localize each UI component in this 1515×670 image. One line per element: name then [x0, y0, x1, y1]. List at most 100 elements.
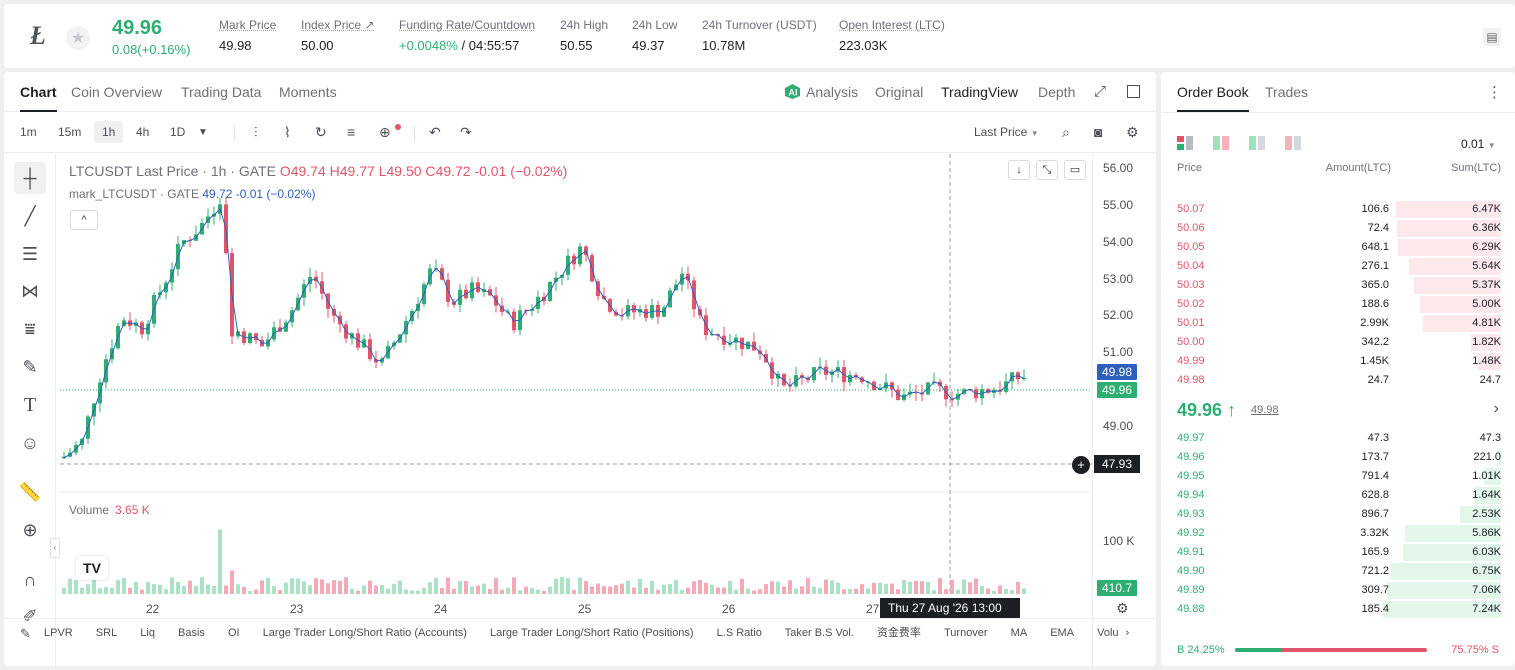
indicators-icon[interactable]: ⌇: [284, 124, 291, 140]
indicator-item[interactable]: 资金费率: [876, 627, 921, 639]
indicator-item[interactable]: L.S Ratio: [716, 627, 762, 639]
tab-chart[interactable]: Chart: [20, 84, 57, 112]
indicator-item[interactable]: EMA: [1050, 627, 1075, 639]
bid-row[interactable]: 49.88 185.4 7.24K: [1161, 600, 1515, 619]
fib-icon[interactable]: ⩸: [24, 318, 36, 339]
tab-trades[interactable]: Trades: [1265, 84, 1309, 100]
bid-row[interactable]: 49.94 628.8 1.64K: [1161, 486, 1515, 505]
indicator-item[interactable]: Taker B.S Vol.: [784, 627, 854, 639]
chevron-right-icon[interactable]: ›: [1493, 400, 1499, 417]
bid-row[interactable]: 49.89 309.7 7.06K: [1161, 581, 1515, 600]
add-alert-icon[interactable]: +: [1072, 456, 1090, 474]
volume-bar: [110, 587, 114, 594]
horizontal-lines-icon[interactable]: ☰: [21, 243, 39, 264]
tradingview-logo[interactable]: TV: [76, 556, 108, 580]
precision-select[interactable]: 0.01 ▼: [1461, 137, 1496, 151]
expand-icon[interactable]: ⤢: [1094, 83, 1107, 100]
ask-row[interactable]: 50.02 188.6 5.00K: [1161, 295, 1515, 314]
volume-bar: [488, 589, 492, 594]
volume-bar: [236, 584, 240, 594]
crosshair-icon[interactable]: ┼: [14, 162, 46, 194]
replay-icon[interactable]: ↻: [315, 124, 327, 140]
add-indicator-icon[interactable]: ⊕: [379, 124, 391, 140]
view-tradingview[interactable]: TradingView: [941, 84, 1019, 100]
indicator-item[interactable]: SRL: [95, 627, 118, 639]
pencil-lock-icon[interactable]: ✐: [22, 605, 38, 626]
timeframe-1d[interactable]: 1D: [170, 125, 186, 139]
axis-settings-icon[interactable]: ⚙: [1116, 600, 1129, 616]
guide-book-icon[interactable]: ▤: [1483, 28, 1501, 46]
ask-row[interactable]: 50.07 106.6 6.47K: [1161, 200, 1515, 219]
ask-row[interactable]: 50.04 276.1 5.64K: [1161, 257, 1515, 276]
zoom-in-icon[interactable]: ⊕: [22, 519, 38, 540]
undo-icon[interactable]: ↶: [429, 124, 441, 140]
ask-row[interactable]: 50.05 648.1 6.29K: [1161, 238, 1515, 257]
price-axis[interactable]: 56.00 55.00 54.00 53.00 52.00 51.00 49.0…: [1092, 154, 1156, 666]
magnet-icon[interactable]: ∩: [23, 569, 37, 590]
view-depth[interactable]: Depth: [1038, 84, 1076, 100]
view-original[interactable]: Original: [875, 84, 924, 100]
timeframe-dropdown-icon[interactable]: ▼: [198, 127, 208, 138]
bid-row[interactable]: 49.96 173.7 221.0: [1161, 448, 1515, 467]
tab-moments[interactable]: Moments: [279, 84, 337, 100]
candlestick-plot[interactable]: [60, 154, 1092, 594]
indicator-item[interactable]: Basis: [178, 627, 205, 639]
search-icon[interactable]: ⌕: [1062, 124, 1070, 140]
indicator-item[interactable]: Large Trader Long/Short Ratio (Positions…: [489, 627, 694, 639]
candle-type-icon[interactable]: ⫶: [254, 124, 258, 140]
book-view-toggles[interactable]: [1177, 135, 1317, 151]
tab-coin-overview[interactable]: Coin Overview: [71, 84, 163, 100]
collapse-tools-icon[interactable]: ‹: [50, 538, 60, 558]
ruler-icon[interactable]: 📏: [18, 481, 42, 502]
templates-icon[interactable]: ≡: [347, 124, 356, 140]
stat-index-price[interactable]: Index Price ↗ 50.00: [301, 18, 374, 53]
smiley-icon[interactable]: ☺: [20, 432, 40, 453]
favorite-star-icon[interactable]: ★: [66, 26, 90, 50]
redo-icon[interactable]: ↷: [460, 124, 472, 140]
bid-row[interactable]: 49.91 165.9 6.03K: [1161, 543, 1515, 562]
brush-icon[interactable]: ✎: [22, 356, 38, 377]
volume-bar: [212, 585, 216, 594]
maximize-pane-icon[interactable]: ▭: [1064, 160, 1086, 180]
bid-row[interactable]: 49.90 721.2 6.75K: [1161, 562, 1515, 581]
bid-row[interactable]: 49.93 896.7 2.53K: [1161, 505, 1515, 524]
tab-order-book[interactable]: Order Book: [1177, 84, 1249, 112]
scroll-down-icon[interactable]: ↓: [1008, 160, 1030, 180]
indicator-item[interactable]: Turnover: [943, 627, 988, 639]
indicator-item[interactable]: Volu: [1097, 627, 1119, 639]
indicator-item[interactable]: Large Trader Long/Short Ratio (Accounts): [262, 627, 467, 639]
trend-line-icon[interactable]: ╱: [24, 205, 36, 226]
collapse-pane-icon[interactable]: ⤡: [1036, 160, 1058, 180]
ask-row[interactable]: 50.03 365.0 5.37K: [1161, 276, 1515, 295]
timeframe-1h[interactable]: 1h: [94, 121, 124, 143]
indicator-item[interactable]: OI: [228, 627, 240, 639]
chevron-right-icon[interactable]: ›: [1125, 627, 1130, 639]
gear-icon[interactable]: ⚙: [1126, 124, 1139, 140]
pencil-icon[interactable]: ✎: [20, 626, 31, 641]
ask-row[interactable]: 50.06 72.4 6.36K: [1161, 219, 1515, 238]
ask-row[interactable]: 49.98 24.7 24.7: [1161, 371, 1515, 390]
volume-bar: [272, 585, 276, 594]
indicator-item[interactable]: LPVR: [44, 627, 73, 639]
timeframe-1m[interactable]: 1m: [20, 125, 37, 139]
ask-row[interactable]: 50.01 2.99K 4.81K: [1161, 314, 1515, 333]
tab-trading-data[interactable]: Trading Data: [181, 84, 262, 100]
timeframe-15m[interactable]: 15m: [58, 125, 82, 139]
view-analysis[interactable]: Analysis: [806, 84, 859, 100]
price-type-select[interactable]: Last Price ▼: [974, 125, 1039, 139]
bid-row[interactable]: 49.97 47.3 47.3: [1161, 429, 1515, 448]
window-icon[interactable]: [1127, 85, 1140, 98]
timeframe-4h[interactable]: 4h: [136, 125, 150, 139]
volume-bar: [710, 584, 714, 594]
camera-icon[interactable]: ◙: [1094, 124, 1103, 140]
text-tool-icon[interactable]: T: [23, 393, 37, 416]
ask-row[interactable]: 49.99 1.45K 1.48K: [1161, 352, 1515, 371]
more-icon[interactable]: ⋮: [1487, 84, 1502, 101]
bid-row[interactable]: 49.92 3.32K 5.86K: [1161, 524, 1515, 543]
indicator-item[interactable]: MA: [1010, 627, 1028, 639]
pattern-icon[interactable]: ⋈: [21, 280, 39, 301]
bid-row[interactable]: 49.95 791.4 1.01K: [1161, 467, 1515, 486]
collapse-legend-button[interactable]: ^: [70, 210, 98, 230]
indicator-item[interactable]: Liq: [140, 627, 155, 639]
ask-row[interactable]: 50.00 342.2 1.82K: [1161, 333, 1515, 352]
